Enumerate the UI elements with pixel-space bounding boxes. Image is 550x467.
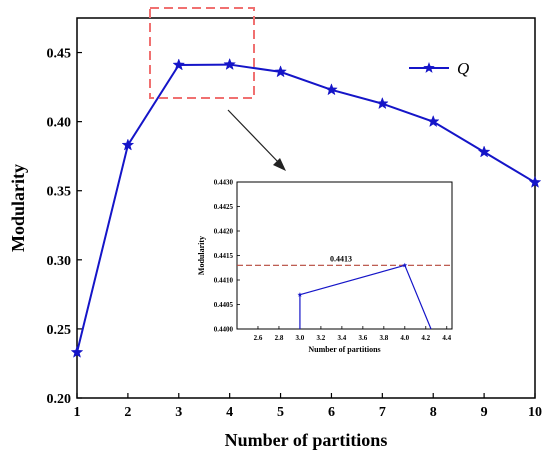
inset-data-point (297, 292, 303, 297)
zoom-arrow-head (273, 158, 286, 171)
inset-reference-label: 0.4413 (330, 254, 352, 263)
y-tick-label: 0.25 (47, 323, 72, 338)
inset-data-point (402, 262, 408, 268)
inset-x-tick-label: 4.0 (400, 334, 409, 342)
inset-x-tick-label: 3.2 (317, 334, 326, 342)
inset-y-tick-label: 0.4415 (214, 252, 234, 260)
inset-x-tick-label: 3.6 (358, 334, 367, 342)
inset-x-tick-label: 3.0 (296, 334, 305, 342)
inset-x-tick-label: 3.8 (379, 334, 388, 342)
inset-x-tick-label: 2.8 (275, 334, 284, 342)
x-tick-label: 6 (328, 405, 335, 420)
legend-label-q: Q (457, 59, 469, 78)
x-tick-label: 7 (379, 405, 386, 420)
inset-x-tick-label: 4.4 (442, 334, 451, 342)
data-point-q (223, 57, 237, 70)
y-axis-title: Modularity (8, 164, 28, 252)
data-point-q (375, 96, 389, 110)
x-tick-label: 4 (226, 405, 233, 420)
inset-y-tick-label: 0.4425 (214, 203, 234, 211)
y-tick-label: 0.20 (47, 392, 72, 407)
inset-background (190, 172, 456, 364)
inset-x-tick-label: 4.2 (421, 334, 430, 342)
x-tick-label: 10 (528, 405, 542, 420)
plot-frame (76, 17, 536, 399)
inset-y-tick-label: 0.4405 (214, 301, 234, 309)
legend-marker-q (423, 62, 435, 73)
inset-y-tick-label: 0.4400 (214, 326, 234, 334)
y-tick-label: 0.30 (47, 254, 72, 269)
x-tick-label: 8 (430, 405, 437, 420)
x-tick-label: 3 (175, 405, 182, 420)
x-tick-label: 9 (481, 405, 488, 420)
inset-x-axis-title: Number of partitions (308, 345, 380, 354)
y-tick-label: 0.35 (47, 185, 72, 200)
inset-y-tick-label: 0.4420 (214, 228, 234, 236)
data-point-q (70, 345, 84, 358)
inset-y-tick-label: 0.4410 (214, 277, 234, 285)
x-axis-title: Number of partitions (225, 430, 388, 450)
y-tick-label: 0.45 (47, 47, 72, 62)
data-point-q (121, 138, 135, 151)
inset-y-tick-label: 0.4430 (214, 179, 234, 187)
data-point-q (477, 145, 491, 158)
data-point-q (528, 175, 542, 188)
inset-y-axis-title: Modularity (197, 236, 206, 275)
data-point-q (172, 58, 186, 71)
zoom-highlight-box (149, 7, 255, 99)
zoom-arrow-line (227, 109, 281, 165)
inset-x-tick-label: 2.6 (254, 334, 263, 342)
data-point-q (274, 65, 287, 78)
y-tick-label: 0.40 (47, 116, 72, 131)
series-line-q (76, 63, 536, 353)
data-point-q (325, 83, 338, 96)
inset-series-line (299, 264, 432, 330)
data-point-q (426, 114, 440, 128)
x-tick-label: 2 (124, 405, 131, 420)
x-tick-label: 1 (74, 405, 81, 420)
inset-x-tick-label: 3.4 (338, 334, 347, 342)
x-tick-label: 5 (277, 405, 284, 420)
